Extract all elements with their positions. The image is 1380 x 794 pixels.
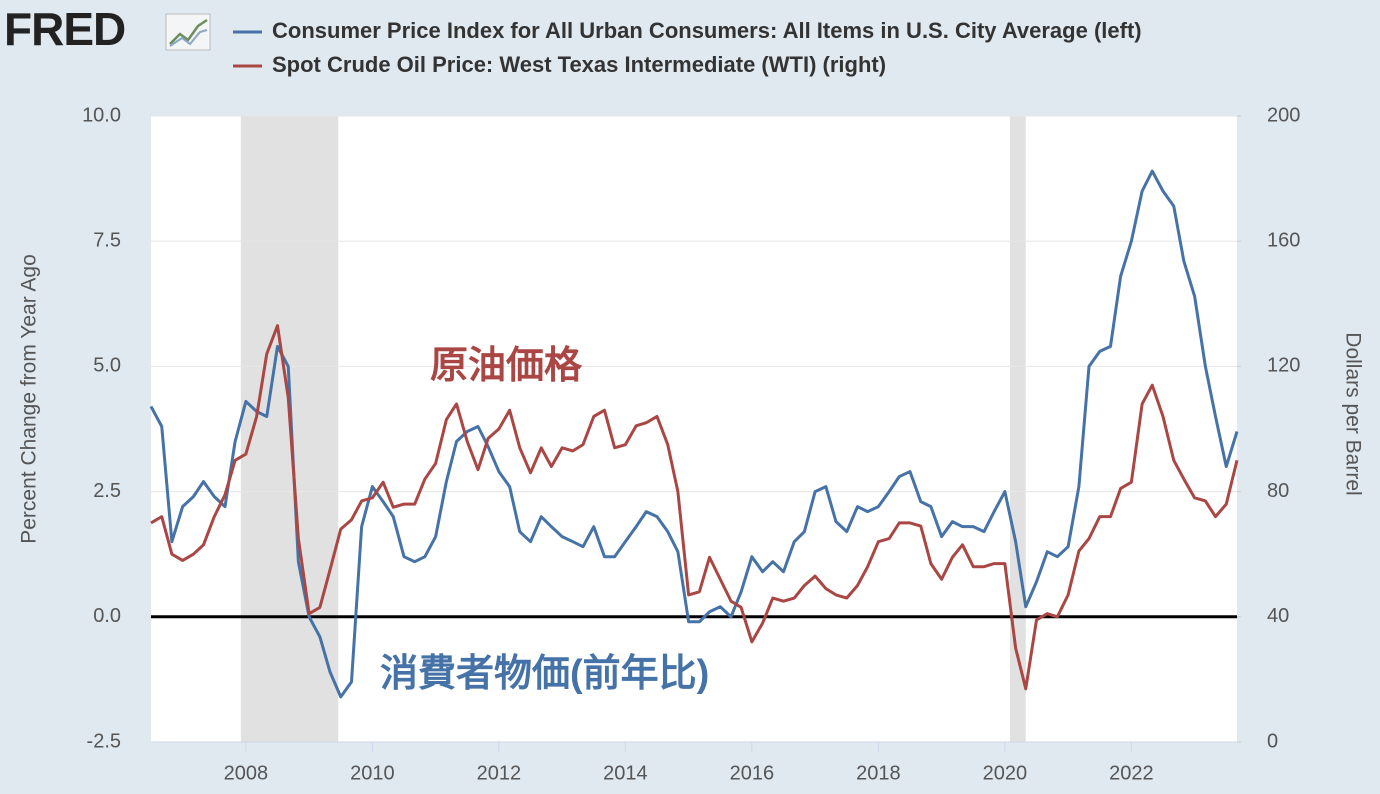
annotation: 原油価格: [430, 345, 583, 387]
logo: FRED: [4, 3, 125, 55]
x-tick-label: 2022: [1109, 762, 1154, 784]
y2-tick-label: 200: [1267, 104, 1300, 126]
annotation: 消費者物価(前年比): [380, 653, 709, 695]
y2-tick-label: 120: [1267, 355, 1300, 377]
y-tick-label: 10.0: [82, 104, 121, 126]
y2-tick-label: 160: [1267, 229, 1300, 251]
x-tick-label: 2014: [603, 762, 648, 784]
x-tick-label: 2008: [224, 762, 269, 784]
x-tick-label: 2018: [856, 762, 901, 784]
y2-tick-label: 40: [1267, 605, 1289, 627]
y-tick-label: 7.5: [93, 229, 121, 251]
y2-tick-label: 80: [1267, 480, 1289, 502]
series-line: [150, 324, 1239, 691]
y-tick-label: 5.0: [93, 355, 121, 377]
legend-label: Consumer Price Index for All Urban Consu…: [272, 18, 1142, 43]
y-axis-title: Percent Change from Year Ago: [18, 254, 41, 544]
x-tick-label: 2016: [730, 762, 775, 784]
y2-tick-label: 0: [1267, 730, 1278, 752]
logo-icon: [165, 13, 211, 51]
series-line: [149, 169, 1239, 699]
y-tick-label: 0.0: [93, 605, 121, 627]
recession-band: [1009, 116, 1026, 742]
x-tick-label: 2020: [983, 762, 1028, 784]
x-tick-label: 2010: [350, 762, 395, 784]
y2-axis-title: Dollars per Barrel: [1341, 332, 1364, 495]
legend-label: Spot Crude Oil Price: West Texas Interme…: [272, 52, 886, 77]
y-tick-label: -2.5: [87, 730, 121, 752]
y-tick-label: 2.5: [93, 480, 121, 502]
x-tick-label: 2012: [477, 762, 522, 784]
